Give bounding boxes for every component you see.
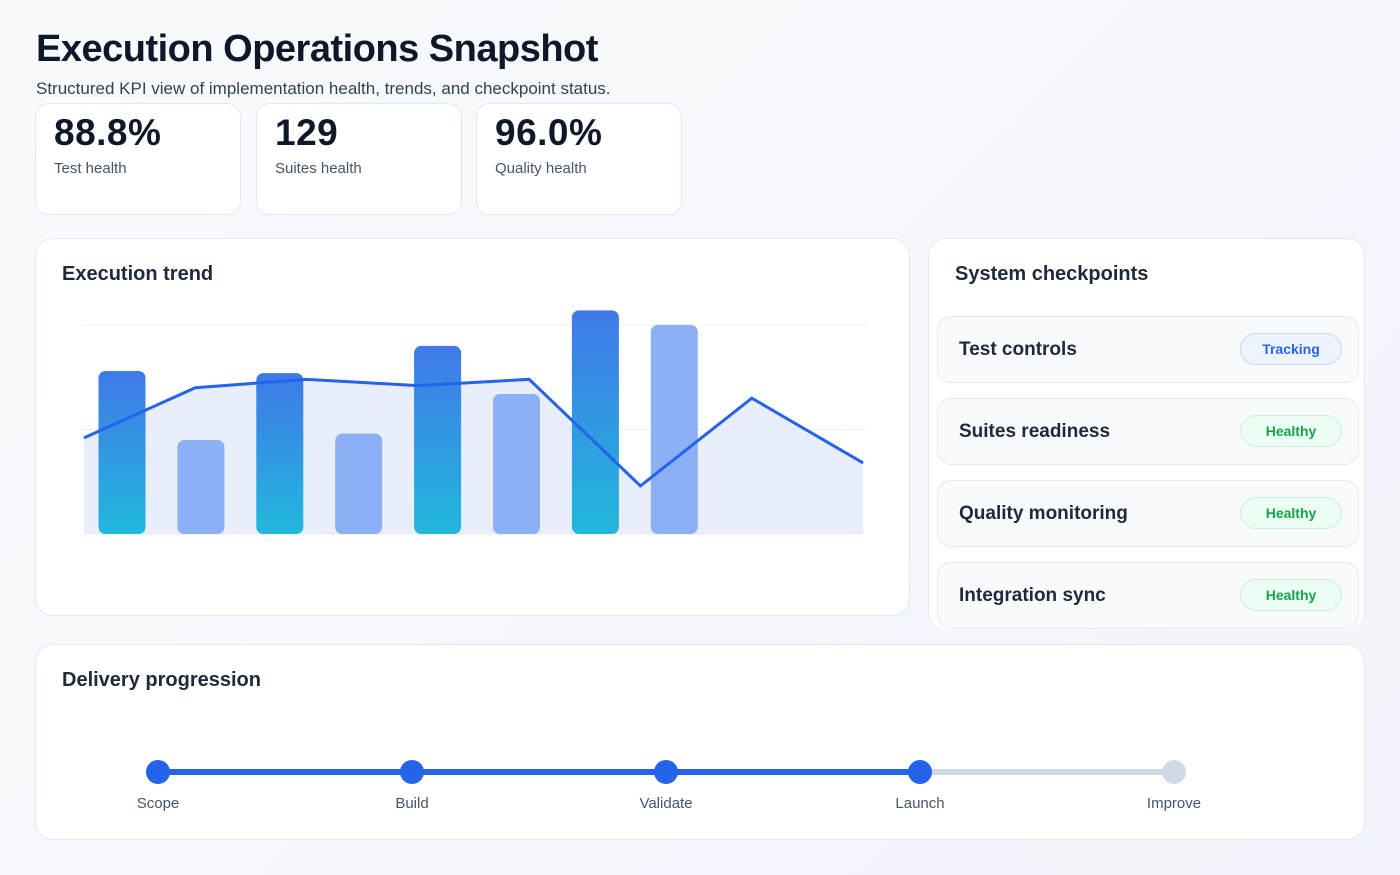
checkpoint-name: Integration sync (959, 585, 1106, 606)
execution-trend-card: Execution trend (35, 238, 910, 616)
status-badge: Healthy (1240, 579, 1342, 611)
bar (98, 370, 146, 534)
step-label: Scope (136, 795, 180, 812)
status-badge: Healthy (1240, 497, 1342, 529)
progress-track (158, 769, 920, 775)
step-dot (400, 760, 424, 784)
kpi-card-test-health: 88.8% Test health (35, 103, 241, 215)
kpi-label: Suites health (275, 160, 362, 177)
step-dot (146, 760, 170, 784)
card-title: System checkpoints (955, 263, 1149, 285)
kpi-value: 96.0% (495, 112, 603, 153)
system-checkpoints-card: System checkpoints Test controls Tracking… (928, 238, 1365, 630)
checkpoint-row[interactable]: Integration sync Healthy (937, 562, 1359, 629)
page-title: Execution Operations Snapshot (36, 28, 598, 70)
step-label: Launch (895, 795, 945, 812)
step-dot (908, 760, 932, 784)
step-dot (654, 760, 678, 784)
step-label: Improve (1146, 795, 1202, 812)
step-label: Validate (639, 795, 693, 812)
status-badge: Tracking (1240, 333, 1342, 365)
kpi-label: Quality health (495, 160, 587, 177)
checkpoint-row[interactable]: Suites readiness Healthy (937, 398, 1359, 465)
bar (493, 393, 540, 534)
step-label: Build (395, 795, 429, 812)
bar (414, 345, 462, 534)
delivery-progression-card: Delivery progression Scope Build Validate L… (35, 644, 1365, 840)
card-title: Delivery progression (62, 669, 261, 691)
page-subtitle: Structured KPI view of implementation he… (36, 79, 611, 98)
kpi-card-suites-health: 129 Suites health (256, 103, 462, 215)
trend-line (83, 377, 864, 488)
bar (335, 433, 383, 534)
bar (571, 310, 619, 534)
bar (177, 439, 225, 534)
bar (256, 373, 304, 534)
checkpoint-row[interactable]: Quality monitoring Healthy (937, 480, 1359, 547)
kpi-card-quality-health: 96.0% Quality health (476, 103, 682, 215)
checkpoint-name: Test controls (959, 339, 1077, 360)
checkpoint-name: Quality monitoring (959, 503, 1128, 524)
status-badge: Healthy (1240, 415, 1342, 447)
bar (650, 325, 698, 534)
card-title: Execution trend (62, 263, 214, 285)
kpi-value: 129 (275, 112, 339, 153)
kpi-value: 88.8% (54, 112, 162, 153)
execution-trend-chart (81, 310, 868, 535)
checkpoint-name: Suites readiness (959, 421, 1111, 442)
kpi-label: Test health (54, 160, 127, 177)
step-dot (1162, 760, 1186, 784)
checkpoint-row[interactable]: Test controls Tracking (937, 316, 1359, 383)
